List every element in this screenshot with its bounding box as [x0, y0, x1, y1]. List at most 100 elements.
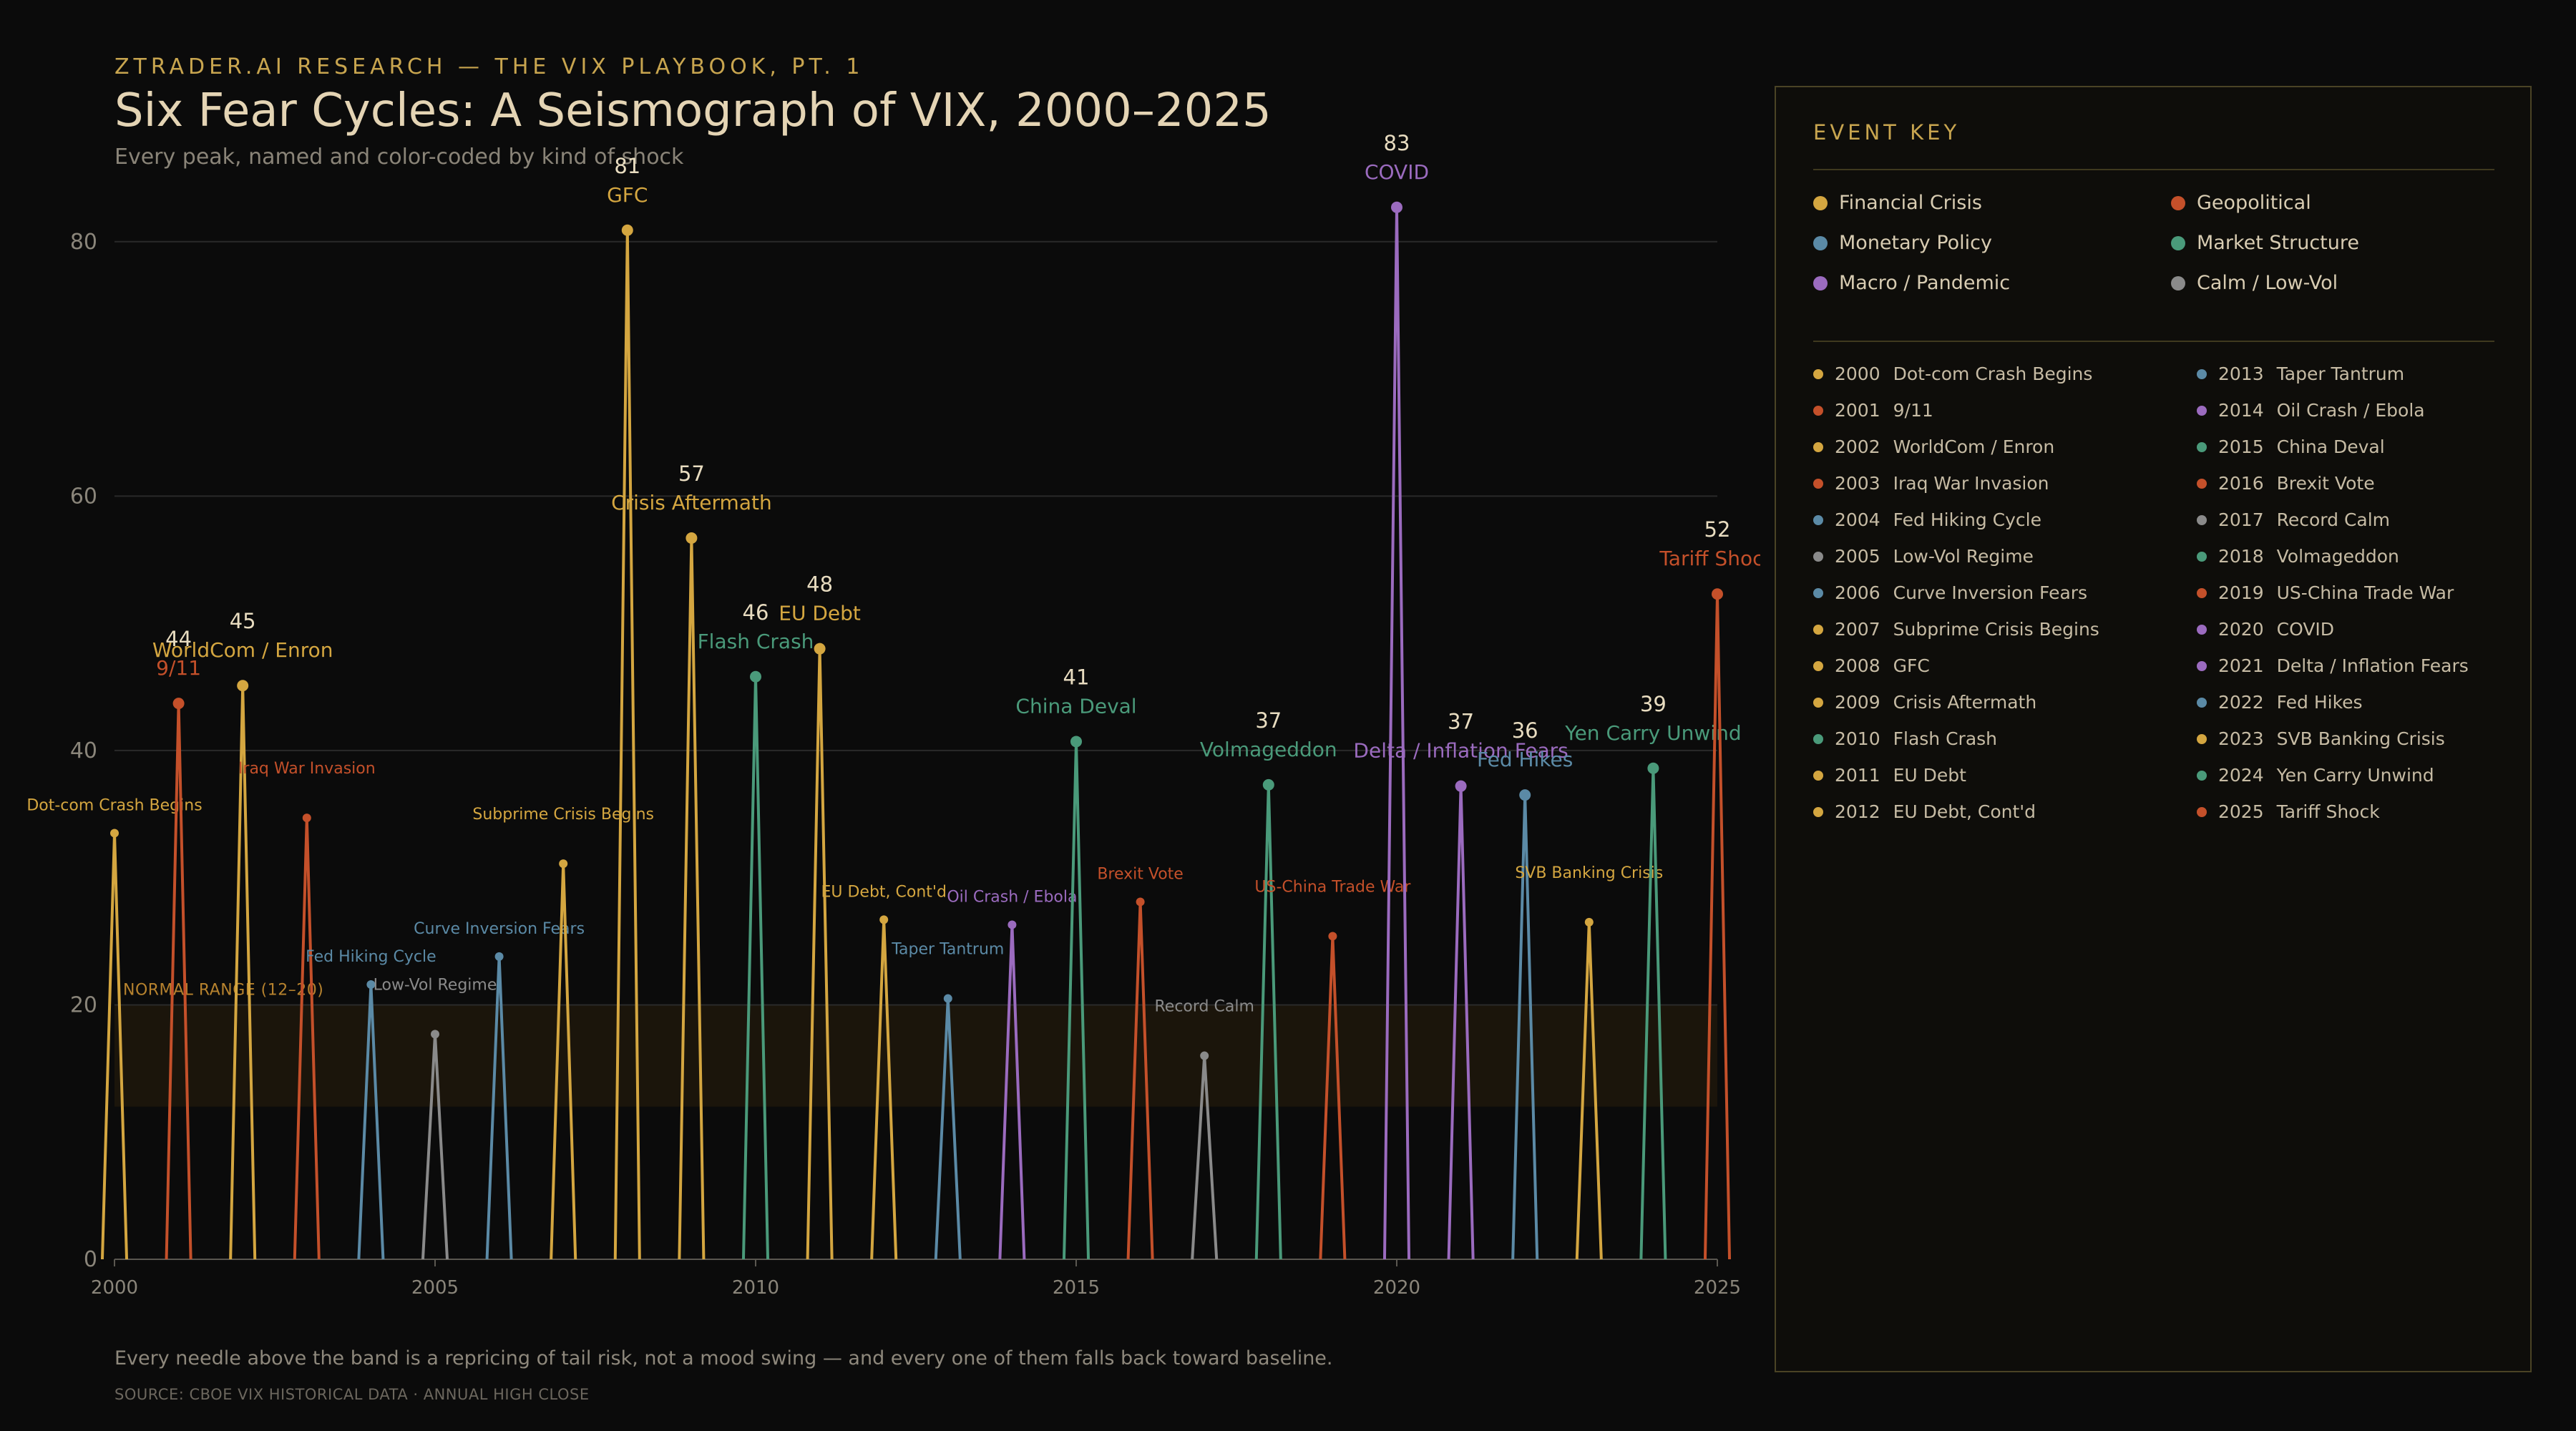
x-tick-label: 2020 — [1373, 1277, 1420, 1299]
event-dot-icon — [1813, 478, 1823, 489]
event-dot-icon — [1813, 733, 1823, 744]
event-dot-icon — [1813, 587, 1823, 598]
key-divider — [1813, 341, 2494, 342]
event-key-item: 2020 COVID — [2197, 619, 2334, 640]
event-label: Fed Hiking Cycle — [1893, 509, 2041, 530]
peak-marker — [494, 952, 504, 961]
event-key-item: 2005 Low-Vol Regime — [1813, 546, 2034, 567]
event-dot-icon — [2197, 733, 2207, 744]
peak-marker — [1136, 897, 1145, 907]
event-year: 2000 — [1835, 363, 1880, 384]
event-year: 2010 — [1835, 728, 1880, 749]
event-key-item: 2011 EU Debt — [1813, 765, 1966, 786]
category-label: Monetary Policy — [1839, 232, 1992, 254]
peak-marker — [172, 698, 185, 710]
peak-marker — [1519, 789, 1531, 801]
event-year: 2013 — [2218, 363, 2264, 384]
event-label: Iraq War Invasion — [1893, 473, 2049, 494]
event-key-item: 2008 GFC — [1813, 655, 1930, 676]
event-dot-icon — [1813, 514, 1823, 525]
event-year: 2022 — [2218, 692, 2264, 713]
event-key-item: 2002 WorldCom / Enron — [1813, 436, 2054, 457]
category-legend-item: Financial Crisis — [1813, 192, 1982, 214]
peak-event-label: Record Calm — [1155, 998, 1254, 1016]
event-key-item: 2017 Record Calm — [2197, 509, 2390, 530]
event-label: Volmageddon — [2276, 546, 2399, 567]
event-label: 9/11 — [1893, 400, 1933, 421]
event-label: US-China Trade War — [2276, 582, 2454, 603]
event-dot-icon — [1813, 441, 1823, 452]
peak-event-label: EU Debt — [779, 602, 861, 625]
event-label: WorldCom / Enron — [1893, 436, 2055, 457]
peak-marker — [237, 680, 249, 692]
peak-marker — [814, 643, 826, 655]
y-tick-label: 0 — [84, 1247, 97, 1272]
event-year: 2020 — [2218, 619, 2264, 640]
peak-value-label: 45 — [230, 609, 256, 633]
normal-range-band — [114, 1005, 1717, 1107]
category-legend-item: Macro / Pandemic — [1813, 272, 2010, 294]
peak-event-label: Fed Hiking Cycle — [306, 948, 436, 966]
event-label: Low-Vol Regime — [1893, 546, 2034, 567]
event-key-item: 2012 EU Debt, Cont'd — [1813, 801, 2036, 822]
event-key-item: 2016 Brexit Vote — [2197, 473, 2375, 494]
event-label: Fed Hikes — [2276, 692, 2363, 713]
event-key-item: 2013 Taper Tantrum — [2197, 363, 2404, 384]
x-tick-label: 2000 — [91, 1277, 138, 1299]
event-dot-icon — [2197, 806, 2207, 817]
peak-value-label: 57 — [678, 461, 705, 486]
event-dot-icon — [2197, 514, 2207, 525]
y-tick-label: 40 — [70, 738, 97, 763]
event-key-item: 2022 Fed Hikes — [2197, 692, 2363, 713]
event-label: Flash Crash — [1893, 728, 1998, 749]
peak-event-label: US-China Trade War — [1254, 878, 1411, 896]
event-year: 2018 — [2218, 546, 2264, 567]
peak-value-label: 52 — [1704, 517, 1731, 542]
peak-event-label: Curve Inversion Fears — [414, 920, 585, 938]
category-dot-icon — [2171, 235, 2185, 250]
event-key-item: 2009 Crisis Aftermath — [1813, 692, 2036, 713]
peak-value-label: 41 — [1063, 665, 1090, 689]
event-dot-icon — [2197, 660, 2207, 671]
event-year: 2003 — [1835, 473, 1880, 494]
event-dot-icon — [2197, 770, 2207, 781]
peak-event-label: WorldCom / Enron — [152, 638, 333, 662]
event-key-item: 2006 Curve Inversion Fears — [1813, 582, 2087, 603]
peak-marker — [750, 670, 761, 683]
peak-event-label: Dot-com Crash Begins — [26, 796, 202, 814]
event-year: 2017 — [2218, 509, 2264, 530]
y-tick-label: 60 — [70, 484, 97, 509]
peak-marker — [1584, 917, 1594, 927]
category-label: Calm / Low-Vol — [2197, 272, 2338, 294]
event-key-item: 2018 Volmageddon — [2197, 546, 2399, 567]
peak-marker — [1200, 1051, 1209, 1060]
peak-marker — [431, 1030, 439, 1039]
event-dot-icon — [1813, 368, 1823, 379]
event-key-item: 2007 Subprime Crisis Begins — [1813, 619, 2099, 640]
event-label: Crisis Aftermath — [1893, 692, 2037, 713]
peak-event-label: Iraq War Invasion — [238, 760, 376, 778]
category-label: Macro / Pandemic — [1839, 272, 2011, 294]
source-note: SOURCE: CBOE VIX HISTORICAL DATA · ANNUA… — [114, 1386, 590, 1403]
event-dot-icon — [2197, 478, 2207, 489]
event-year: 2016 — [2218, 473, 2264, 494]
event-label: Brexit Vote — [2276, 473, 2375, 494]
peak-marker — [1712, 588, 1723, 600]
event-year: 2005 — [1835, 546, 1880, 567]
event-year: 2024 — [2218, 765, 2264, 786]
event-key-item: 2021 Delta / Inflation Fears — [2197, 655, 2469, 676]
peak-marker — [879, 915, 889, 924]
y-tick-label: 20 — [70, 992, 97, 1017]
category-label: Market Structure — [2197, 232, 2359, 254]
category-legend-item: Monetary Policy — [1813, 232, 1992, 254]
peak-event-label: Brexit Vote — [1097, 865, 1184, 883]
category-label: Geopolitical — [2197, 192, 2311, 214]
event-year: 2019 — [2218, 582, 2264, 603]
event-year: 2004 — [1835, 509, 1880, 530]
event-key-item: 2001 9/11 — [1813, 400, 1933, 421]
peak-marker — [1391, 201, 1402, 213]
event-label: Dot-com Crash Begins — [1893, 363, 2093, 384]
peak-event-label: Tariff Shock — [1659, 547, 1760, 570]
category-dot-icon — [1813, 195, 1828, 210]
peak-value-label: 37 — [1448, 710, 1474, 734]
